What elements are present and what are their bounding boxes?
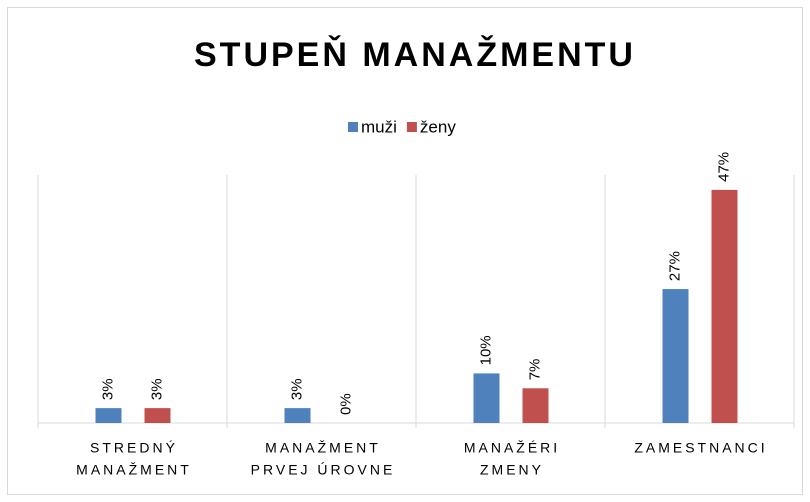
x-tick-label: ZMENY [480, 462, 544, 478]
x-tick-label: PRVEJ ÚROVNE [251, 462, 396, 478]
bar [144, 408, 171, 423]
x-tick-label: ZAMESTNANCI [634, 440, 767, 456]
data-label: 3% [99, 378, 116, 400]
bar [522, 388, 549, 423]
data-label: 0% [337, 393, 354, 415]
data-label: 47% [715, 152, 732, 182]
legend-swatch [406, 122, 417, 132]
bar [284, 408, 311, 423]
legend-swatch [348, 122, 358, 132]
legend-label: muži [361, 117, 397, 136]
chart-title: STUPEŇ MANAŽMENTU [194, 36, 636, 74]
data-label: 7% [526, 359, 543, 381]
legend-label: ženy [420, 117, 456, 136]
x-tick-label: MANAŽÉRI [464, 440, 560, 456]
x-tick-label: MANAŽMENT [265, 440, 381, 456]
bar [662, 289, 689, 423]
bar [95, 408, 122, 423]
data-label: 3% [148, 378, 165, 400]
data-label: 27% [666, 251, 683, 281]
data-label: 10% [477, 335, 494, 365]
x-tick-label: STREDNÝ [90, 440, 178, 456]
bar [711, 189, 738, 423]
data-label: 3% [288, 378, 305, 400]
x-tick-label: MANAŽMENT [76, 462, 192, 478]
bar [473, 373, 500, 423]
